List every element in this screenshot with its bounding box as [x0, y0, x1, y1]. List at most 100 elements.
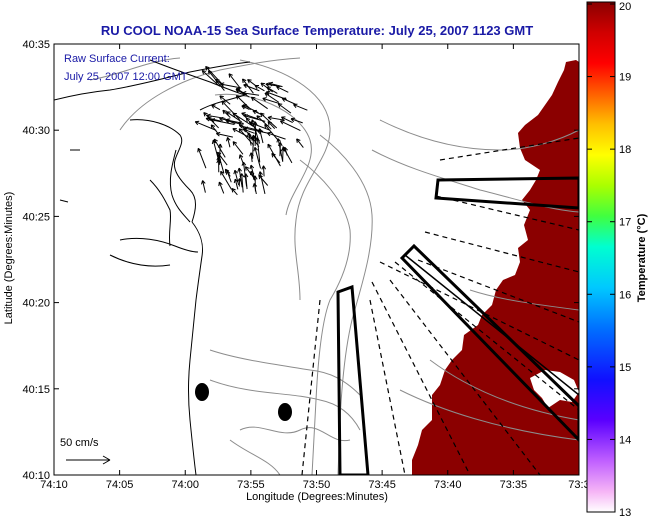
current-vector-head	[268, 81, 274, 84]
current-vector-head	[239, 173, 243, 178]
current-vector	[254, 85, 265, 92]
y-axis-ticks: 40:35 40:30 40:25 40:20 40:15 40:10	[22, 39, 579, 482]
current-vector-head	[246, 132, 250, 137]
current-vector	[236, 95, 252, 111]
current-vector	[201, 70, 221, 87]
current-vector-head	[245, 117, 248, 123]
current-vector-head	[207, 70, 210, 75]
current-vector-head	[222, 110, 225, 115]
current-vector-head	[201, 70, 205, 75]
current-vector-head	[262, 97, 267, 99]
current-vector-head	[267, 121, 270, 126]
current-vector	[206, 114, 226, 119]
current-vector-head	[265, 83, 270, 87]
current-vector-head	[213, 138, 218, 142]
current-vector-head	[211, 139, 214, 145]
current-vector-head	[260, 112, 265, 115]
current-vector-head	[282, 147, 286, 152]
current-vector	[259, 171, 266, 195]
current-vector-head	[211, 124, 216, 127]
current-vector-head	[264, 92, 268, 97]
current-vector-head	[278, 103, 283, 105]
current-vector	[256, 137, 261, 163]
current-vector-head	[242, 78, 244, 84]
current-vector-head	[241, 173, 245, 178]
current-vector	[222, 109, 231, 118]
current-vector-head	[247, 79, 250, 84]
colorbar-tick-label: 14	[619, 434, 631, 446]
current-vector-head	[282, 146, 287, 150]
current-vector-head	[249, 164, 252, 170]
colorbar	[586, 1, 616, 513]
current-vector	[266, 86, 278, 94]
radar-center-lines	[404, 254, 579, 396]
current-vector	[253, 183, 257, 195]
x-axis-label: Longitude (Degrees:Minutes)	[246, 491, 388, 503]
colorbar-tick-label: 18	[619, 144, 631, 156]
colorbar-tick-label: 13	[619, 507, 631, 518]
current-vector-head	[228, 73, 231, 78]
current-vector	[218, 154, 225, 173]
current-vector-head	[245, 166, 250, 169]
current-vector-head	[207, 117, 211, 122]
current-vector	[277, 138, 284, 162]
current-vector	[226, 111, 242, 123]
current-vector-head	[201, 180, 204, 185]
current-vector-head	[267, 117, 272, 121]
current-vector	[258, 128, 264, 144]
current-vector	[267, 143, 281, 167]
current-vector-head	[243, 84, 247, 89]
bathymetry-contours	[89, 57, 579, 475]
current-vector-head	[252, 183, 255, 188]
current-vector-head	[252, 121, 256, 126]
current-vector-head	[247, 79, 252, 81]
current-vector-head	[245, 173, 249, 178]
current-vector-head	[243, 161, 247, 166]
current-vector-head	[253, 147, 256, 152]
current-vector	[281, 116, 293, 123]
current-vector-head	[271, 152, 276, 156]
current-vector-head	[250, 164, 255, 169]
current-vector-head	[236, 95, 241, 98]
current-vector	[296, 138, 304, 148]
x-tick-label: 74:00	[171, 479, 199, 491]
current-vector-head	[261, 165, 264, 170]
y-tick-label: 40:25	[22, 211, 50, 223]
colorbar-tick-label: 17	[619, 217, 631, 229]
current-vector-head	[216, 152, 219, 157]
colorbar-ticks: 20 19 18 17 16 15 14 13	[587, 1, 631, 518]
current-vector	[260, 82, 274, 93]
current-vector-head	[226, 137, 229, 142]
radar-coverage-lines	[301, 137, 579, 475]
colorbar-tick-label: 19	[619, 72, 631, 84]
current-vector	[245, 117, 261, 135]
current-vector-head	[254, 85, 258, 90]
current-vector	[256, 115, 272, 130]
current-vector	[234, 179, 239, 190]
current-vector	[216, 133, 233, 138]
current-vector-head	[267, 143, 272, 147]
current-vector	[220, 171, 232, 190]
current-vector-head	[239, 124, 244, 127]
current-vector-head	[218, 182, 220, 187]
current-vector	[197, 148, 207, 169]
current-vector-head	[216, 131, 221, 135]
current-vector-head	[267, 115, 272, 118]
current-vector-head	[205, 66, 210, 69]
current-vector	[267, 132, 286, 140]
current-vector-head	[203, 112, 206, 117]
current-vector	[243, 84, 260, 92]
x-tick-label: 73:50	[303, 479, 331, 491]
current-vector	[238, 167, 243, 188]
current-vector	[225, 119, 236, 125]
y-tick-label: 40:35	[22, 39, 50, 51]
current-vector-head	[222, 109, 227, 112]
current-vector-head	[239, 154, 244, 158]
current-vector-head	[279, 120, 284, 125]
current-vector-head	[250, 152, 254, 157]
current-vector-head	[220, 83, 224, 87]
current-vector-head	[232, 128, 236, 133]
surface-current-vectors	[194, 66, 308, 196]
current-vector	[205, 66, 224, 86]
current-vector	[280, 120, 301, 132]
